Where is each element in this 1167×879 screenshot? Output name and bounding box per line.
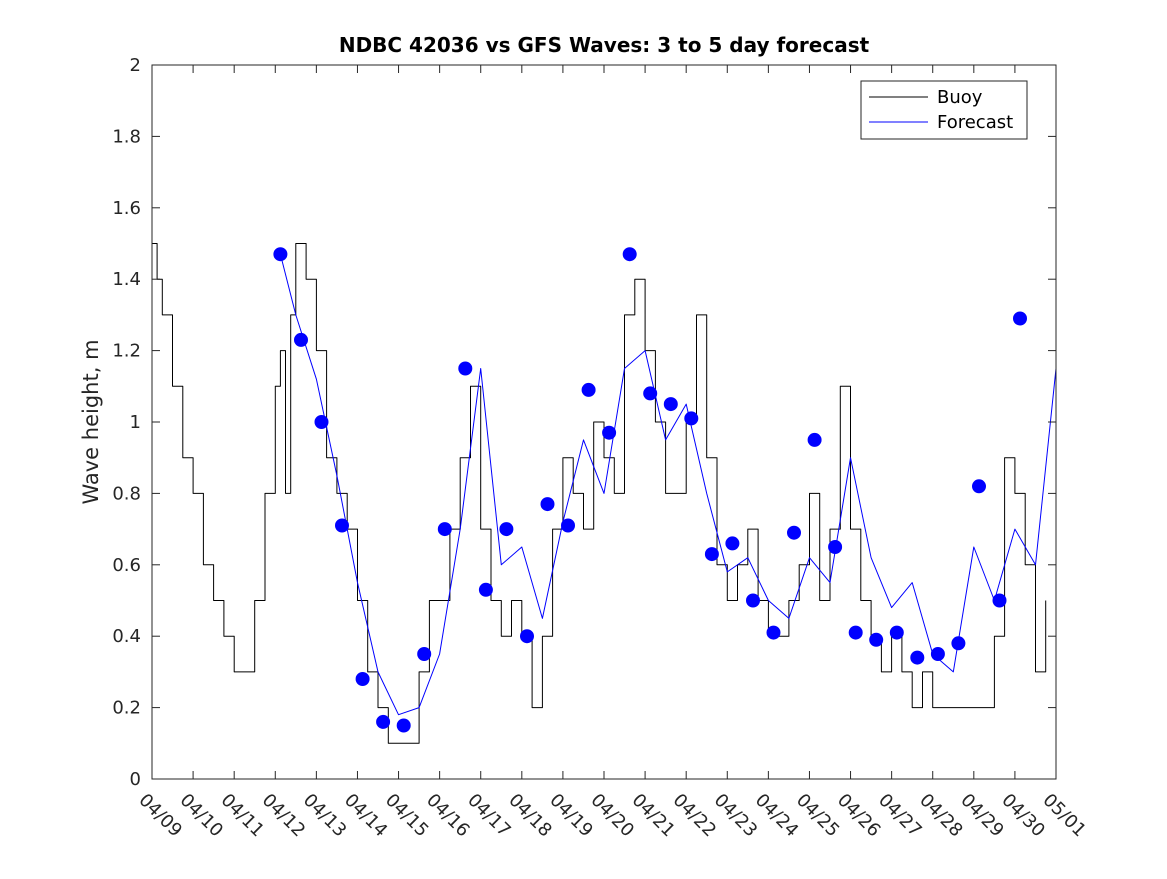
x-tick-label: 05/01 — [1038, 790, 1090, 842]
x-tick-label: 04/09 — [134, 790, 186, 842]
legend-label-buoy: Buoy — [937, 87, 983, 108]
forecast-marker — [561, 518, 575, 533]
y-tick-label: 0.2 — [112, 698, 141, 719]
forecast-marker — [335, 518, 349, 533]
y-tick-label: 1.6 — [112, 198, 141, 219]
plot-markers — [273, 247, 1027, 733]
x-tick-label: 04/11 — [217, 790, 269, 842]
legend-label-forecast: Forecast — [937, 112, 1013, 133]
forecast-marker — [684, 411, 699, 426]
forecast-marker — [273, 247, 288, 262]
x-tick-label: 04/10 — [176, 790, 228, 842]
x-tick-label: 04/23 — [710, 790, 762, 842]
x-tick-label: 04/27 — [874, 790, 926, 842]
forecast-marker — [725, 536, 740, 551]
forecast-marker — [437, 522, 452, 537]
forecast-marker — [294, 332, 308, 347]
x-tick-label: 04/22 — [669, 790, 721, 842]
forecast-marker — [889, 625, 904, 640]
forecast-marker — [581, 382, 596, 397]
x-tick-label: 04/21 — [628, 790, 680, 842]
y-tick-label: 1 — [130, 412, 141, 433]
forecast-marker — [520, 629, 534, 644]
forecast-marker — [458, 361, 473, 376]
forecast-marker — [376, 714, 391, 729]
x-tick-label: 04/17 — [463, 790, 515, 842]
legend: Buoy Forecast — [860, 80, 1028, 140]
forecast-marker — [972, 479, 986, 494]
forecast-marker — [951, 636, 966, 651]
x-tick-label: 04/18 — [504, 790, 556, 842]
y-tick-label: 0 — [130, 769, 141, 790]
forecast-marker — [499, 522, 514, 537]
x-tick-label: 04/28 — [915, 790, 967, 842]
x-tick-label: 04/12 — [258, 790, 310, 842]
forecast-marker — [869, 632, 884, 647]
forecast-marker — [704, 547, 719, 562]
chart-title: NDBC 42036 vs GFS Waves: 3 to 5 day fore… — [339, 33, 870, 57]
x-tick-label: 04/24 — [751, 790, 803, 842]
y-tick-label: 1.8 — [112, 126, 141, 147]
x-tick-label: 04/20 — [586, 790, 638, 842]
x-tick-label: 04/25 — [792, 790, 844, 842]
x-tick-label: 04/16 — [422, 790, 474, 842]
forecast-marker — [787, 525, 801, 540]
y-tick-label: 2 — [130, 55, 141, 76]
series-line-forecast — [279, 254, 1057, 716]
forecast-marker — [992, 593, 1007, 608]
forecast-marker — [540, 497, 555, 512]
x-tick-label: 04/14 — [340, 790, 392, 842]
forecast-marker — [396, 718, 411, 733]
forecast-marker — [1013, 311, 1027, 326]
forecast-marker — [663, 397, 678, 412]
forecast-marker — [807, 432, 822, 447]
forecast-marker — [746, 593, 760, 608]
x-tick-label: 04/19 — [545, 790, 597, 842]
x-tick-label: 04/29 — [956, 790, 1008, 842]
x-tick-label: 04/26 — [833, 790, 885, 842]
legend-box — [860, 80, 1028, 140]
forecast-marker — [828, 540, 843, 554]
forecast-marker — [643, 386, 658, 401]
x-tick-label: 04/15 — [381, 790, 433, 842]
x-tick-label: 04/30 — [997, 790, 1049, 842]
forecast-marker — [602, 425, 617, 440]
y-tick-label: 0.8 — [112, 483, 141, 504]
forecast-marker — [848, 625, 863, 640]
y-axis-label: Wave height, m — [79, 339, 103, 504]
forecast-marker — [355, 672, 370, 686]
forecast-marker — [478, 582, 493, 597]
y-tick-label: 1.4 — [112, 269, 141, 290]
forecast-marker — [930, 647, 945, 661]
forecast-marker — [910, 650, 925, 665]
x-tick-label: 04/13 — [299, 790, 351, 842]
forecast-marker — [314, 415, 329, 429]
y-tick-label: 1.2 — [112, 341, 141, 362]
forecast-marker — [622, 247, 637, 262]
y-tick-label: 0.4 — [112, 626, 141, 647]
forecast-marker — [417, 647, 432, 661]
forecast-marker — [766, 625, 781, 640]
y-axis: 0 0.2 0.4 0.6 0.8 1 1.2 1.4 1.6 1.8 2 — [112, 55, 1056, 790]
y-tick-label: 0.6 — [112, 555, 141, 576]
